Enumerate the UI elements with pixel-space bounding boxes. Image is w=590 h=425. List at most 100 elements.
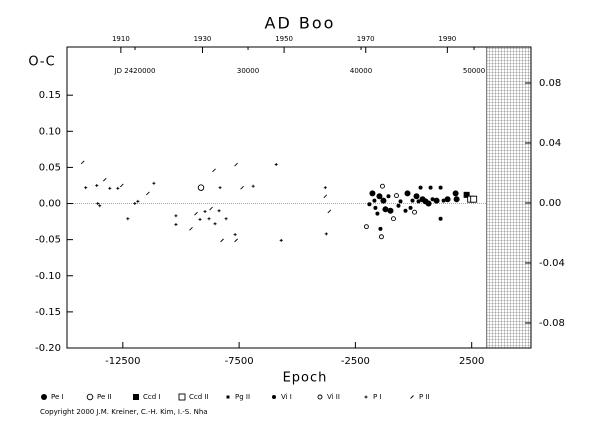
shaded-region <box>486 46 532 349</box>
point <box>425 200 432 207</box>
point <box>209 206 213 211</box>
y-tick-label: 0.10 <box>39 126 61 137</box>
point <box>391 216 396 222</box>
y2-tick-label: 0.04 <box>539 138 561 149</box>
jd-tick-label: 40000 <box>350 67 372 75</box>
point <box>146 191 150 196</box>
point <box>217 209 221 213</box>
point <box>416 199 421 204</box>
point <box>203 209 207 213</box>
point <box>234 162 238 167</box>
point <box>198 217 202 221</box>
point <box>240 185 244 190</box>
point <box>430 197 435 202</box>
year-tick-label: 1990 <box>438 35 456 43</box>
jd-tick-label: 50000 <box>463 67 485 75</box>
point <box>412 209 417 215</box>
point <box>95 183 99 187</box>
point <box>369 190 376 197</box>
legend-label: Vi I <box>281 393 292 401</box>
point <box>372 198 377 203</box>
x-tick-label: 2500 <box>459 356 484 367</box>
point <box>323 194 328 199</box>
y2-tick-label: 0.08 <box>539 78 561 89</box>
jd-tick-label: JD 2420000 <box>114 67 156 75</box>
point <box>224 217 228 221</box>
legend-marker <box>41 394 47 400</box>
y2-tick-label: 0.00 <box>539 198 561 209</box>
point <box>433 197 440 204</box>
point <box>233 233 237 237</box>
point <box>96 202 100 206</box>
point <box>396 203 401 208</box>
legend-label: Pg II <box>235 393 250 401</box>
y2-tick-label: -0.08 <box>539 318 565 329</box>
legend-marker <box>86 393 94 401</box>
point <box>84 186 88 190</box>
point <box>373 205 378 210</box>
point <box>102 177 107 182</box>
legend-label: Pe I <box>51 393 64 401</box>
point <box>410 198 415 203</box>
legend-marker <box>364 395 368 399</box>
point <box>438 185 443 190</box>
point <box>382 206 389 213</box>
copyright: Copyright 2000 J.M. Kreiner, C.-H. Kim, … <box>40 408 208 416</box>
point <box>174 222 178 226</box>
year-tick-label: 1930 <box>194 35 212 43</box>
point <box>403 208 408 213</box>
point <box>380 197 387 204</box>
point <box>197 184 205 191</box>
y-tick-label: 0.05 <box>39 162 61 173</box>
legend-marker <box>272 395 276 399</box>
year-tick-label: 1950 <box>275 35 293 43</box>
legend-label: Ccd I <box>143 393 160 401</box>
y-tick-label: 0.00 <box>39 199 61 210</box>
point <box>189 226 193 231</box>
point <box>394 193 399 199</box>
point <box>174 214 178 218</box>
legend-marker <box>226 395 230 399</box>
legend-marker <box>178 393 186 401</box>
legend-marker <box>317 394 323 400</box>
legend-label: P II <box>419 393 430 401</box>
point <box>207 217 211 221</box>
point <box>324 232 328 236</box>
point <box>386 194 391 199</box>
point <box>363 224 369 230</box>
point <box>98 204 102 208</box>
point <box>152 181 156 185</box>
legend-marker <box>133 394 139 400</box>
y-tick-label: -0.15 <box>35 307 61 318</box>
point <box>136 199 140 203</box>
point <box>133 202 137 206</box>
point <box>126 217 130 221</box>
point <box>380 183 385 189</box>
y-axis-label: O-C <box>28 55 55 70</box>
point <box>234 238 238 243</box>
x-axis-label: Epoch <box>283 371 328 386</box>
legend-label: Vi II <box>327 393 340 401</box>
point <box>108 186 112 190</box>
point <box>120 183 124 188</box>
legend-label: P I <box>373 393 382 401</box>
point <box>438 216 443 221</box>
legend-label: Ccd II <box>189 393 209 401</box>
plot-frame <box>66 46 532 349</box>
point <box>116 186 120 190</box>
point <box>444 196 451 203</box>
point <box>375 211 380 216</box>
x-tick-label: -7500 <box>225 356 254 367</box>
point <box>220 238 224 243</box>
y-tick-label: -0.05 <box>35 235 61 246</box>
x-tick-label: -12500 <box>105 356 140 367</box>
point <box>323 186 327 190</box>
point <box>274 163 278 167</box>
point <box>251 184 255 188</box>
point <box>470 195 478 203</box>
point <box>379 234 384 240</box>
point <box>279 238 283 242</box>
y-tick-label: -0.20 <box>35 343 61 354</box>
